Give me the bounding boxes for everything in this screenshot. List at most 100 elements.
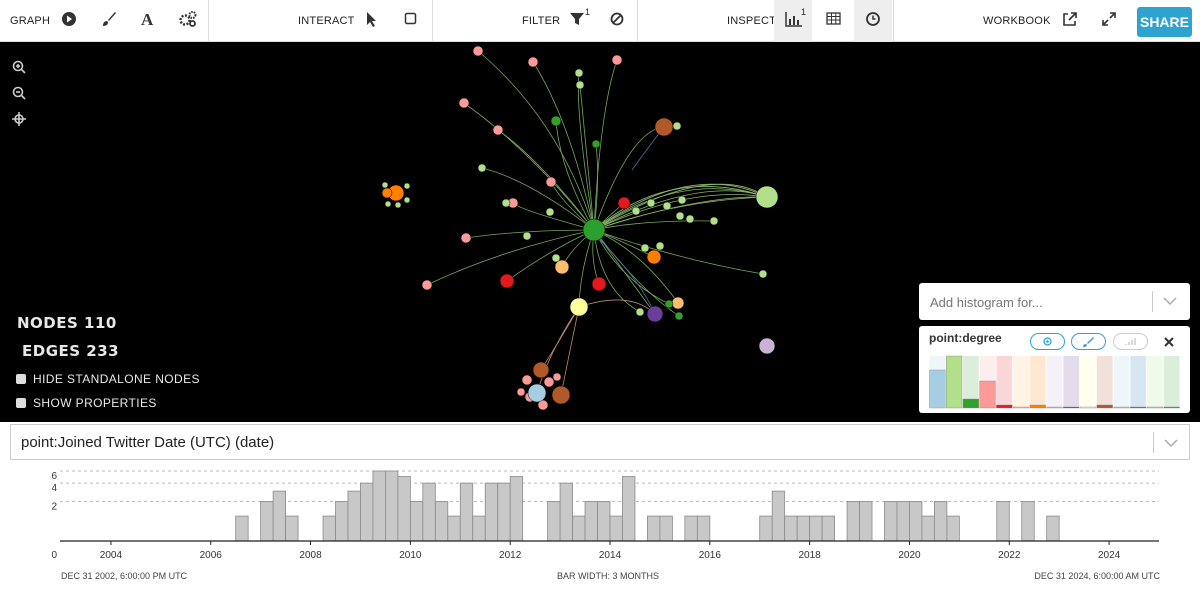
zoom-controls	[12, 60, 26, 126]
degree-bar	[1163, 406, 1180, 409]
close-icon[interactable]	[1164, 337, 1174, 347]
pointer-icon[interactable]	[365, 11, 379, 27]
histogram-bar	[335, 501, 349, 542]
degree-bar	[962, 398, 979, 409]
graph-menu[interactable]: GRAPH	[10, 15, 51, 27]
chevron	[1163, 297, 1177, 306]
brush-icon[interactable]	[101, 11, 117, 27]
filter-icon[interactable]	[570, 11, 584, 27]
settings-icon[interactable]	[179, 11, 197, 27]
inspect-menu[interactable]: INSPECT	[727, 15, 777, 27]
show-properties-option[interactable]: SHOW PROPERTIES	[16, 396, 157, 410]
histogram-icon[interactable]	[785, 11, 803, 27]
histogram-bar	[372, 470, 386, 542]
degree-bar	[1146, 406, 1163, 409]
filter-badge: 1	[585, 7, 591, 17]
add-histogram-select[interactable]: Add histogram for...	[919, 283, 1190, 320]
histogram-bar	[809, 515, 823, 542]
share-button[interactable]: SHARE	[1137, 7, 1192, 37]
histogram-bar	[572, 515, 586, 542]
select-icon[interactable]	[404, 11, 418, 27]
hide-standalone-option[interactable]: HIDE STANDALONE NODES	[16, 372, 200, 386]
histogram-bar	[622, 476, 636, 542]
graph-canvas[interactable]: NODES 110 EDGES 233 HIDE STANDALONE NODE…	[0, 42, 1200, 422]
degree-bar	[1130, 406, 1147, 409]
histogram-bar	[647, 515, 661, 542]
color-button[interactable]	[1071, 333, 1106, 350]
play-icon[interactable]	[61, 11, 77, 27]
histogram-bar	[260, 501, 274, 542]
external-icon[interactable]	[1062, 11, 1078, 27]
range-start: DEC 31 2002, 6:00:00 PM UTC	[61, 571, 188, 581]
x-tick-label: 2024	[1098, 550, 1121, 561]
y-tick-label: 6	[51, 471, 57, 482]
fullscreen-icon[interactable]	[1101, 11, 1117, 27]
bar-background	[1080, 356, 1096, 408]
histogram-bar	[385, 470, 399, 542]
bar-background	[1130, 356, 1147, 408]
histogram-bar	[272, 490, 286, 542]
degree-bar	[1113, 406, 1130, 409]
x-tick-label: 2012	[499, 550, 522, 561]
degree-bar	[1012, 406, 1030, 409]
bar-background	[1096, 356, 1113, 408]
table-icon[interactable]	[826, 11, 842, 27]
histogram-bar	[347, 490, 361, 542]
histogram-bar	[896, 501, 910, 542]
histogram-bar	[584, 501, 598, 542]
histogram-bar	[459, 482, 474, 542]
degree-bar	[1029, 404, 1046, 409]
placeholder: Add histogram for...	[930, 295, 1043, 310]
x-tick-label: 2010	[399, 550, 422, 561]
x-tick-label: 2008	[299, 550, 322, 561]
bar-background	[1163, 356, 1180, 408]
timebar-header: point:Joined Twitter Date (UTC) (date)	[10, 424, 1190, 460]
x-tick-label: 2006	[200, 550, 223, 561]
edge-count: EDGES 233	[22, 342, 120, 360]
histogram-bar	[509, 476, 524, 542]
filter-menu[interactable]: FILTER	[522, 15, 561, 27]
bar-background	[1063, 356, 1080, 408]
bar-background	[996, 356, 1013, 408]
histogram-bar	[859, 501, 873, 542]
bar-background	[1013, 356, 1029, 408]
workbook-menu[interactable]: WORKBOOK	[983, 15, 1051, 27]
histogram-attribute: point:degree	[929, 331, 1002, 345]
timebar-panel: point:Joined Twitter Date (UTC) (date) 0…	[0, 422, 1200, 594]
x-tick-label: 2004	[100, 550, 123, 561]
histogram-bar	[1021, 501, 1035, 542]
degree-bar	[929, 369, 946, 409]
focus-button[interactable]	[1030, 333, 1065, 350]
chevron[interactable]	[1164, 438, 1178, 448]
histogram-bar	[322, 515, 336, 542]
degree-bar	[979, 380, 996, 409]
histogram-bar	[759, 515, 773, 542]
interact-menu[interactable]: INTERACT	[298, 15, 355, 27]
font-icon[interactable]: A	[140, 11, 156, 27]
histogram-bar	[1046, 515, 1060, 542]
bar-background	[1113, 356, 1130, 408]
clock-icon[interactable]	[865, 11, 881, 27]
histogram-bar	[434, 501, 449, 542]
option-label: HIDE STANDALONE NODES	[33, 372, 200, 386]
histogram-bar	[684, 515, 698, 542]
histogram-bar	[884, 501, 898, 542]
bar-background	[1046, 356, 1063, 408]
degree-bar	[1096, 404, 1113, 409]
bar-background	[1029, 356, 1046, 408]
degree-bar	[946, 355, 963, 409]
degree-bar	[1079, 406, 1097, 409]
timebar-tab	[854, 0, 892, 42]
size-button[interactable]	[1113, 333, 1148, 350]
histogram-bar	[447, 515, 461, 542]
graph-edges	[426, 50, 768, 396]
toolbar: GRAPH A INTERACT FILTER 1 INSPECT 1 WORK…	[0, 0, 1200, 42]
histogram-bar	[285, 515, 299, 542]
y-tick-label: 4	[51, 483, 57, 494]
x-tick-label: 2018	[799, 550, 822, 561]
histogram-card: point:degree	[919, 326, 1190, 413]
inspect-badge: 1	[801, 7, 807, 17]
exclude-icon[interactable]	[610, 11, 626, 27]
y-tick-label: 2	[51, 501, 57, 512]
